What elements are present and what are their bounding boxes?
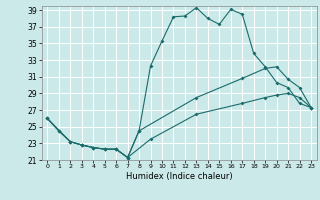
X-axis label: Humidex (Indice chaleur): Humidex (Indice chaleur) <box>126 172 233 181</box>
